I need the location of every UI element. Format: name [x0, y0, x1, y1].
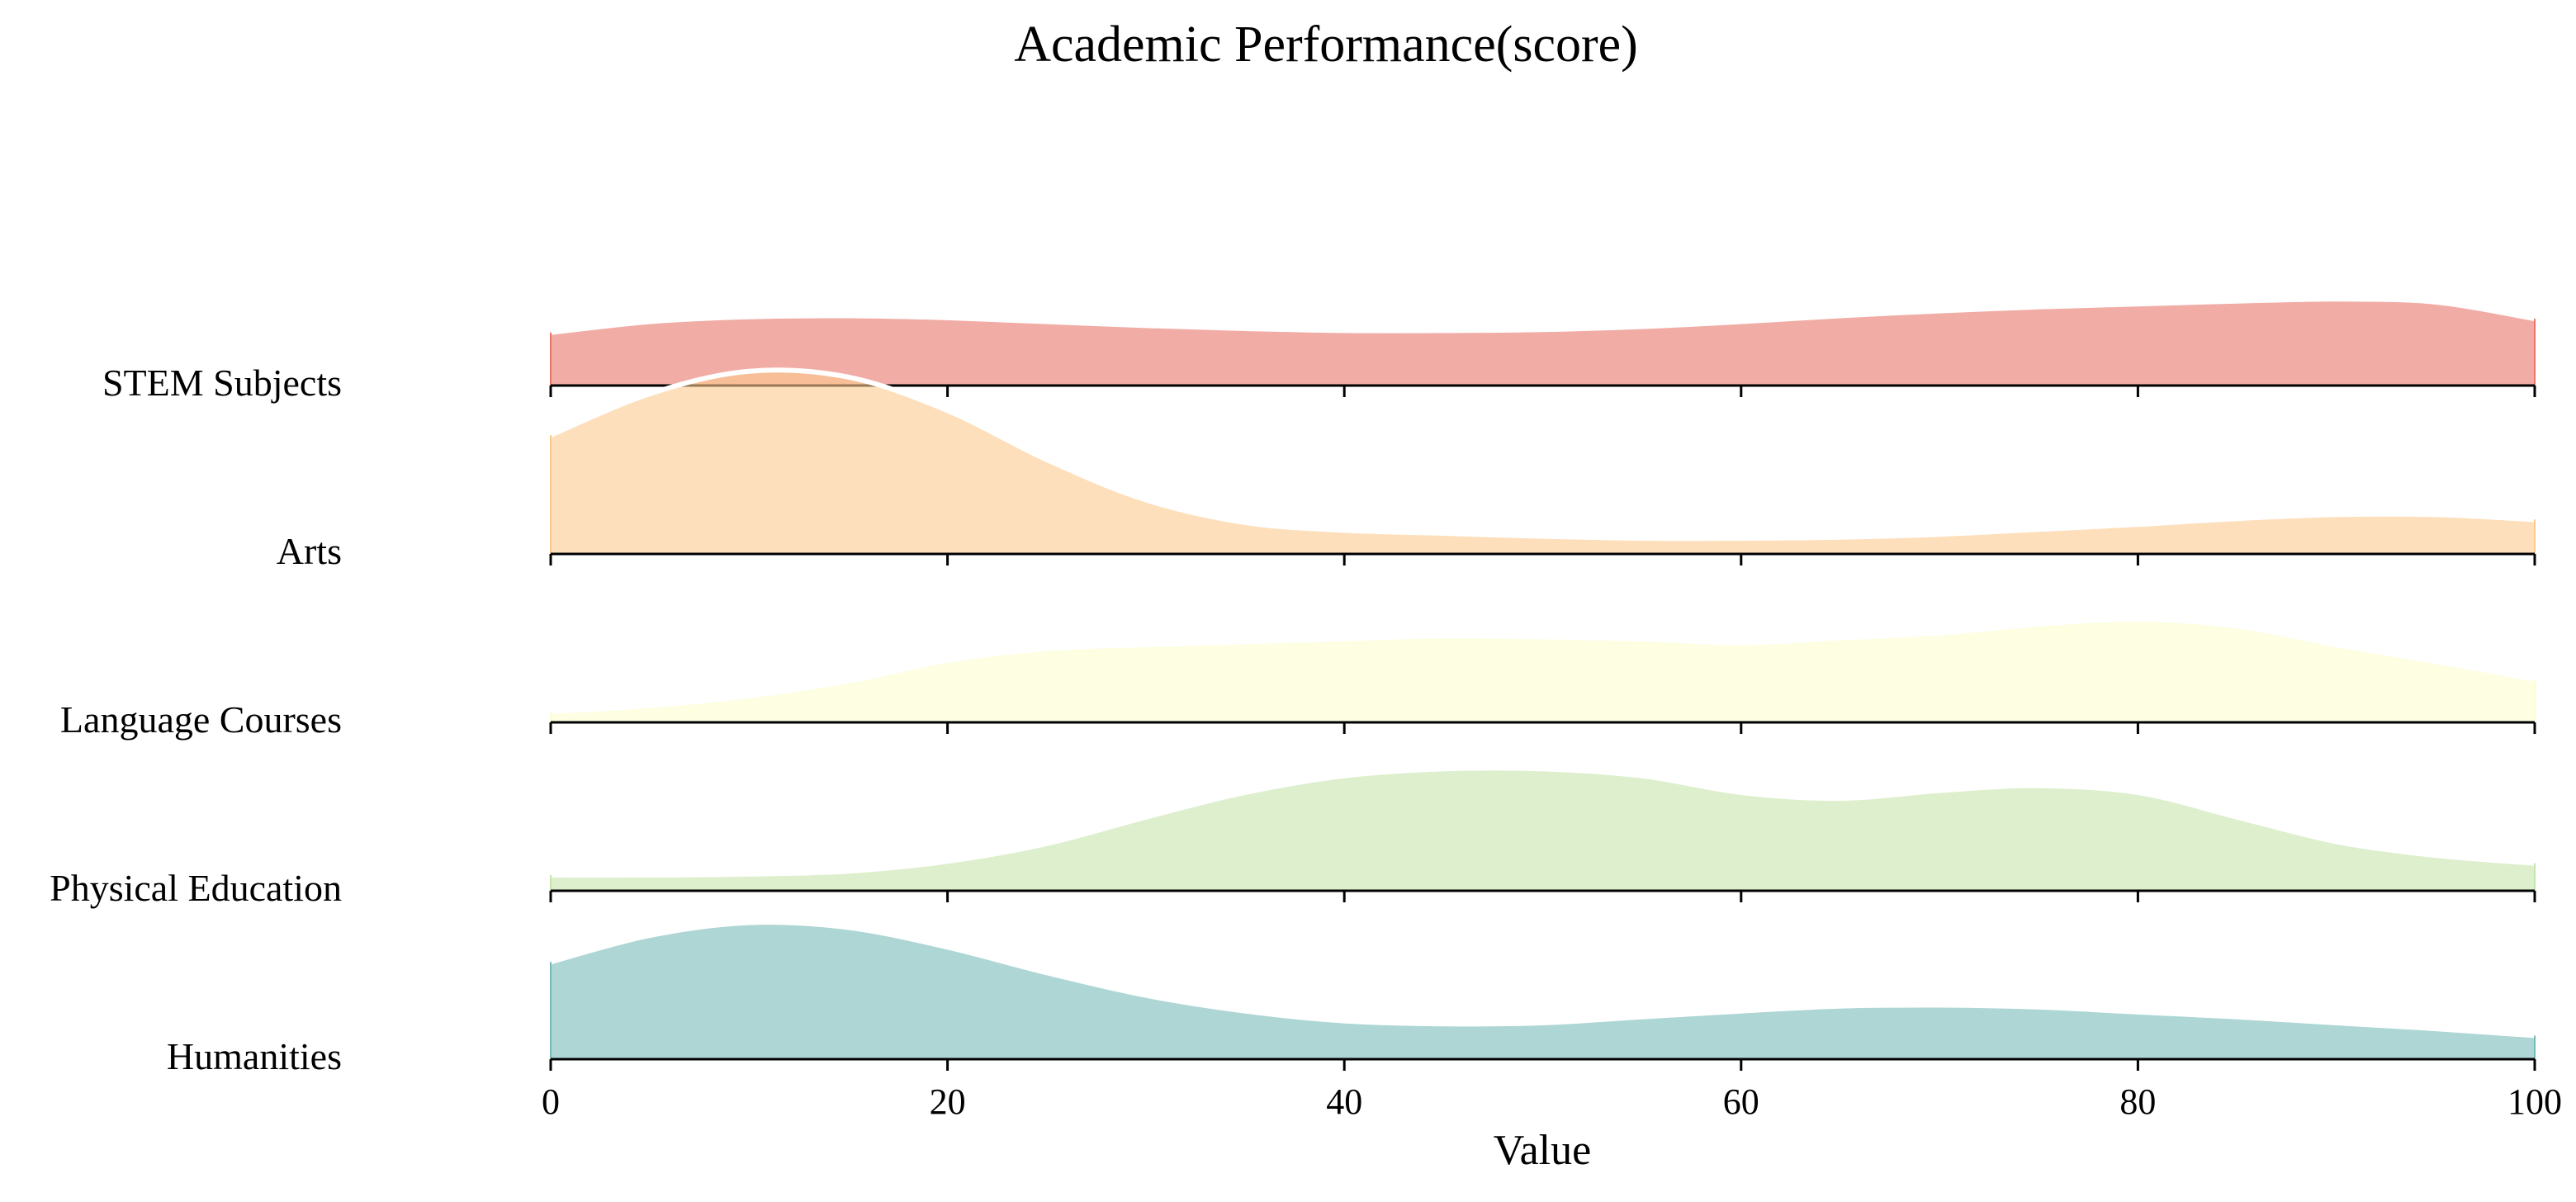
ridges-group: STEM Subjects Arts Language Courses Physica… [50, 296, 2536, 1077]
ridge-area-physical-education [551, 768, 2535, 891]
ridge-area-humanities [551, 922, 2535, 1059]
x-tick-label: 100 [2507, 1081, 2562, 1122]
row-label-physical-education: Physical Education [50, 867, 342, 909]
x-tick-label: 80 [2119, 1081, 2156, 1122]
row-label-stem-subjects: STEM Subjects [102, 362, 342, 404]
row-label-arts: Arts [277, 530, 342, 572]
ridge-outline-arts [549, 367, 2536, 542]
x-tick-label: 60 [1723, 1081, 1759, 1122]
ridge-stem-subjects: STEM Subjects [102, 296, 2536, 404]
ridge-language-courses: Language Courses [60, 616, 2536, 741]
x-tick-label: 40 [1326, 1081, 1362, 1122]
ridge-arts: Arts [277, 367, 2536, 572]
ridge-outline-humanities [550, 920, 2536, 1039]
ridge-outline-stem-subjects [550, 296, 2536, 335]
x-tick-label: 20 [930, 1081, 966, 1122]
x-axis-label: Value [1494, 1127, 1591, 1174]
ridge-area-language-courses [551, 618, 2535, 722]
ridge-area-stem-subjects [551, 299, 2535, 386]
x-axis: 0 20 40 60 80 100 [542, 1081, 2562, 1122]
row-label-humanities: Humanities [167, 1035, 342, 1077]
ridge-physical-education: Physical Education [50, 765, 2536, 909]
ridge-outline-physical-education [550, 765, 2536, 878]
ridge-humanities: Humanities [167, 920, 2536, 1077]
chart-title: Academic Performance(score) [1014, 17, 1638, 73]
row-label-language-courses: Language Courses [60, 698, 342, 741]
ridge-area-arts [551, 370, 2535, 554]
x-tick-label: 0 [542, 1081, 560, 1122]
ridge-outline-language-courses [550, 616, 2536, 714]
